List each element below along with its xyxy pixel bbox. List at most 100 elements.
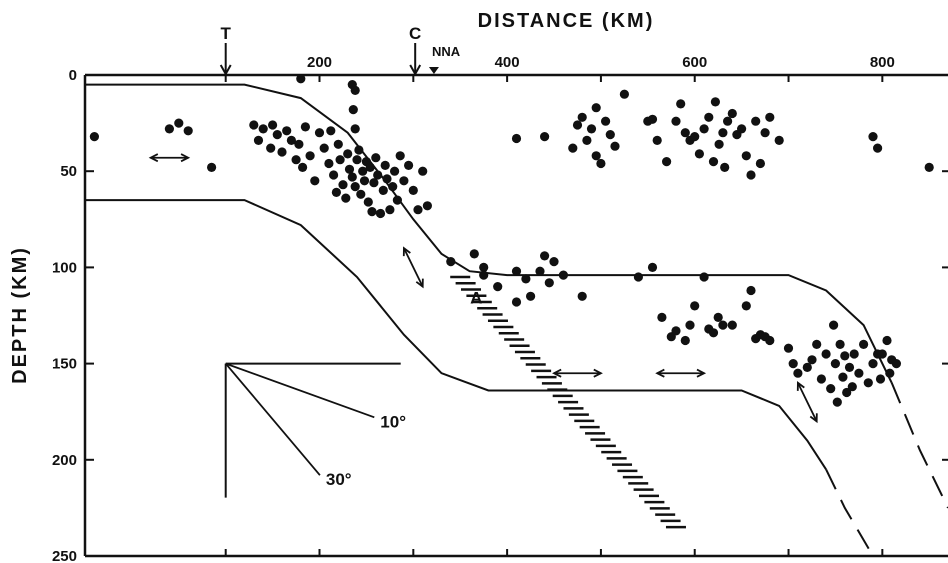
data-point — [596, 158, 606, 169]
data-point — [577, 112, 587, 122]
boundary-upper-dashed — [890, 382, 948, 509]
data-point — [348, 105, 358, 115]
data-point — [755, 158, 766, 169]
data-point — [350, 124, 360, 134]
data-point — [713, 312, 723, 322]
data-point — [363, 197, 373, 207]
double-arrow — [655, 368, 707, 378]
data-point — [314, 128, 325, 138]
location-markers: T C NNA — [219, 24, 461, 77]
data-point — [765, 112, 775, 122]
data-point — [305, 151, 315, 161]
data-point — [352, 155, 362, 165]
data-point — [877, 349, 887, 359]
data-point — [268, 120, 278, 130]
arrow-head — [809, 413, 818, 424]
data-point — [875, 374, 886, 384]
double-arrow — [552, 368, 603, 378]
data-point — [373, 170, 383, 180]
data-point — [746, 170, 756, 180]
data-point — [331, 187, 341, 197]
data-point — [765, 335, 775, 346]
data-point — [676, 99, 686, 109]
dip-line-10 — [225, 362, 375, 419]
data-point — [671, 326, 681, 336]
data-point — [844, 362, 855, 372]
data-point — [847, 382, 857, 392]
data-point — [335, 155, 345, 165]
data-point — [469, 249, 479, 259]
data-point — [296, 74, 306, 84]
data-point — [404, 160, 414, 170]
data-point — [849, 349, 859, 359]
data-point — [183, 126, 193, 136]
dip-label-10: 10° — [380, 412, 406, 431]
data-point — [741, 151, 751, 161]
data-point — [793, 368, 803, 378]
data-point — [586, 124, 597, 134]
data-point — [511, 297, 522, 307]
data-point — [830, 359, 841, 369]
arrow-head — [796, 381, 805, 391]
y-axis-title: DEPTH (KM) — [9, 246, 31, 384]
data-point — [582, 135, 592, 145]
data-point — [286, 135, 296, 145]
data-point — [408, 185, 418, 195]
location-marker-nna: NNA — [428, 44, 461, 74]
data-point — [326, 126, 336, 136]
data-point — [783, 343, 794, 353]
data-point — [829, 320, 839, 330]
data-point — [258, 124, 268, 134]
data-point — [605, 130, 615, 140]
x-tick-label: 400 — [495, 54, 520, 71]
data-point — [359, 176, 370, 186]
data-point — [835, 339, 845, 349]
data-point — [558, 270, 569, 280]
data-point — [727, 320, 737, 330]
data-point — [493, 282, 503, 292]
data-point — [511, 133, 522, 144]
data-point — [868, 359, 878, 369]
dip-reference: 10° 30° — [224, 362, 406, 498]
y-tick-label: 50 — [60, 163, 77, 180]
data-point — [647, 114, 658, 124]
data-point — [826, 384, 836, 394]
data-point — [375, 208, 386, 219]
data-point — [174, 118, 184, 128]
data-point — [341, 193, 351, 203]
data-point — [329, 170, 339, 180]
data-point — [751, 116, 761, 126]
data-point — [714, 139, 724, 149]
data-point — [164, 124, 174, 134]
data-point — [540, 132, 550, 142]
x-tick-label: 200 — [307, 54, 332, 71]
y-tick-label: 250 — [52, 548, 77, 563]
data-point — [358, 166, 368, 176]
data-point — [347, 172, 357, 182]
data-point — [885, 368, 895, 378]
arrow-head — [593, 368, 603, 378]
data-point — [633, 272, 644, 282]
data-point — [838, 372, 848, 382]
data-point — [310, 176, 320, 186]
data-point — [647, 262, 658, 272]
data-point — [338, 180, 348, 190]
x-ticks: 200 400 600 800 — [224, 54, 895, 556]
data-point — [479, 262, 489, 272]
data-point — [832, 397, 842, 407]
y-tick-label: 100 — [52, 259, 77, 276]
marker-label: C — [409, 24, 421, 43]
dip-label-30: 30° — [326, 470, 352, 489]
data-point — [610, 141, 620, 151]
data-point — [521, 274, 531, 284]
data-point — [891, 359, 902, 369]
y-tick-label: 0 — [69, 67, 77, 84]
data-point — [859, 339, 869, 349]
data-point — [535, 266, 545, 276]
data-point — [272, 130, 282, 140]
data-point — [708, 328, 719, 338]
data-point — [704, 112, 714, 122]
data-point — [253, 135, 264, 145]
x-axis-title: DISTANCE (KM) — [478, 10, 655, 32]
